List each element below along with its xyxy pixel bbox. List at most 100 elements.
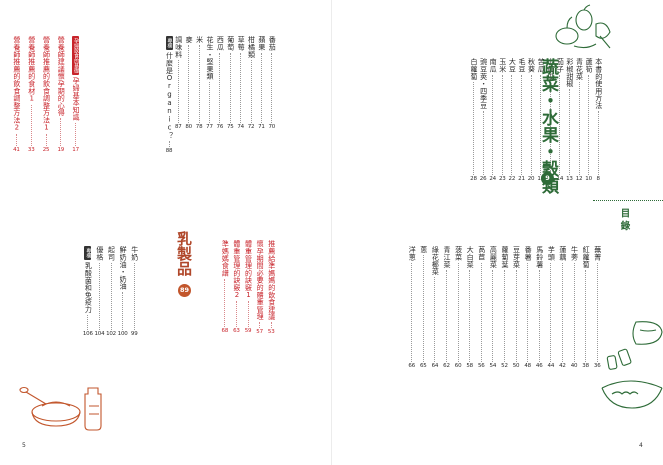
toc-entry-title: 芋頭 bbox=[547, 246, 556, 261]
toc-entry-title: 蕪菁 bbox=[593, 246, 602, 261]
toc-entry-leader bbox=[549, 81, 551, 175]
toc-entry[interactable]: 專欄 什麼是Organic？ 88 bbox=[164, 36, 174, 155]
toc-entry[interactable]: 麥 80 bbox=[183, 36, 193, 131]
toc-entry-page: 41 bbox=[13, 146, 20, 153]
toc-entry[interactable]: 米 78 bbox=[194, 36, 204, 131]
toc-entry[interactable]: 葡萄 75 bbox=[225, 36, 235, 130]
toc-entry-title: 營養師推薦的食材1 bbox=[27, 36, 36, 103]
toc-entry-leader bbox=[198, 45, 200, 124]
toc-entry-title: 起司 bbox=[107, 246, 116, 261]
toc-entry[interactable]: 營養師推薦的飲食調整方法2 41 bbox=[9, 36, 24, 153]
toc-entry[interactable]: 玉米 23 bbox=[497, 58, 507, 182]
toc-entry[interactable]: 青花菜 12 bbox=[574, 58, 584, 182]
toc-entry-page: 80 bbox=[185, 124, 192, 131]
toc-entry-title: 蘋果 bbox=[257, 36, 266, 51]
toc-vegetables-top: 本書的使用方法8蘆筍10青花菜12彩椒甜椒13茄子14小黃瓜16苦瓜18秋葵20… bbox=[469, 58, 603, 183]
toc-entry[interactable]: 馬鈴薯 46 bbox=[533, 246, 545, 369]
toc-entry-page: 64 bbox=[431, 363, 439, 370]
toc-entry-page: 10 bbox=[585, 175, 592, 182]
toc-entry-title: 牛奶 bbox=[130, 246, 139, 261]
toc-entry-title: 本書的使用方法 bbox=[594, 58, 603, 110]
toc-entry-page: 8 bbox=[596, 176, 601, 183]
toc-entry[interactable]: 體重管理的訣竅1 59 bbox=[242, 240, 254, 335]
toc-entry[interactable]: 白蘿蔔 28 bbox=[469, 58, 479, 182]
toc-entry-leader bbox=[30, 104, 32, 146]
toc-entry[interactable]: 調味料 87 bbox=[173, 36, 183, 130]
toc-entry-leader bbox=[260, 52, 262, 123]
toc-entry[interactable]: 營養師建議懷孕期的心得 19 bbox=[53, 36, 68, 154]
toc-entry[interactable]: 準媽媽食譜 68 bbox=[219, 240, 231, 334]
toc-pregnancy-top: 孕婦飲食的基礎 孕婦基本知識 17 營養師建議懷孕期的心得 19 營養師推薦的飲食調整方法… bbox=[9, 36, 83, 154]
toc-entry-page: 42 bbox=[559, 362, 566, 369]
toc-entry[interactable]: 起司 102 bbox=[105, 246, 117, 337]
toc-entry[interactable]: 苦瓜 18 bbox=[536, 58, 546, 182]
toc-entry[interactable]: 芋頭 44 bbox=[545, 246, 557, 369]
toc-entry[interactable]: 蓮藕 42 bbox=[557, 246, 569, 369]
toc-entry[interactable]: 紅蘿蔔 38 bbox=[580, 246, 592, 369]
toc-entry[interactable]: 優格 104 bbox=[94, 246, 106, 337]
toc-entry[interactable]: 高麗菜 54 bbox=[487, 246, 499, 369]
toc-entry[interactable]: 蕪菁 36 bbox=[591, 246, 603, 369]
toc-entry[interactable]: 柑橘類 72 bbox=[246, 36, 256, 130]
toc-entry[interactable]: 南瓜 24 bbox=[488, 58, 498, 182]
toc-entry-title: 蓮藕 bbox=[558, 246, 567, 261]
toc-entry[interactable]: 蘿蔔葉 52 bbox=[499, 246, 511, 369]
toc-entry[interactable]: 推薦給準媽媽的飲食建議 53 bbox=[265, 240, 277, 336]
toc-entry[interactable]: 牛奶 99 bbox=[128, 246, 140, 337]
toc-entry[interactable]: 體重管理的訣竅2 63 bbox=[231, 240, 243, 335]
toc-entry-title: 萵苣 bbox=[477, 246, 486, 261]
toc-entry[interactable]: 菠菜 60 bbox=[452, 246, 464, 369]
toc-entry[interactable]: 鮮奶油・奶油 100 bbox=[117, 246, 129, 337]
toc-entry-tag: 孕婦飲食的基礎 bbox=[72, 36, 80, 75]
toc-entry-leader bbox=[561, 262, 563, 362]
toc-entry[interactable]: 懷孕期間必要的體重管理 57 bbox=[254, 240, 266, 336]
toc-entry-title: 高麗菜 bbox=[489, 246, 498, 268]
toc-entry-page: 66 bbox=[408, 362, 415, 369]
toc-entry-leader bbox=[501, 74, 503, 175]
toc-entry-leader bbox=[511, 74, 513, 175]
toc-entry-title: 番薯 bbox=[524, 246, 533, 261]
toc-entry-title: 豌豆莢・四季豆 bbox=[479, 58, 488, 110]
toc-entry-leader bbox=[597, 111, 599, 176]
toc-entry[interactable]: 綠花椰菜 64 bbox=[429, 246, 441, 370]
toc-entry[interactable]: 青江菜 62 bbox=[441, 246, 453, 369]
toc-entry-leader bbox=[60, 118, 62, 147]
toc-entry[interactable]: 專欄 乳酸菌和免疫力 106 bbox=[82, 246, 94, 338]
toc-entry[interactable]: 萵苣 56 bbox=[475, 246, 487, 369]
toc-entry[interactable]: 西瓜 76 bbox=[215, 36, 225, 130]
toc-entry[interactable]: 孕婦飲食的基礎 孕婦基本知識 17 bbox=[68, 36, 83, 153]
toc-entry-page: 78 bbox=[195, 124, 203, 131]
toc-entry-title: 葡萄 bbox=[226, 36, 235, 51]
toc-entry[interactable]: 蘋果 71 bbox=[256, 36, 266, 130]
toc-entry-title: 麥 bbox=[185, 36, 194, 44]
toc-entry-page: 68 bbox=[221, 327, 229, 334]
toc-entry-page: 24 bbox=[489, 175, 496, 182]
toc-entry[interactable]: 蘆筍 10 bbox=[584, 58, 594, 182]
toc-entry[interactable]: 營養師推薦的食材1 33 bbox=[24, 36, 39, 153]
toc-entry[interactable]: 大豆 22 bbox=[507, 58, 517, 182]
toc-entry[interactable]: 秋葵 20 bbox=[526, 58, 536, 182]
toc-entry[interactable]: 大白菜 58 bbox=[464, 246, 476, 369]
toc-entry-title: 營養師推薦的飲食調整方法2 bbox=[12, 36, 21, 132]
toc-entry[interactable]: 毛豆 21 bbox=[517, 58, 527, 182]
toc-vegetables-bottom: 蕪菁 36 紅蘿蔔 38 牛蒡 40 蓮藕 42 芋頭 44 馬鈴薯 46 番薯 48 豆芽菜 50 蘿蔔葉 52… bbox=[406, 246, 603, 370]
page-number-left: 5 bbox=[22, 442, 26, 449]
toc-entry[interactable]: 本書的使用方法 8 bbox=[593, 58, 603, 183]
toc-entry[interactable]: 營養師推薦的飲食調整方法1 25 bbox=[39, 36, 54, 153]
toc-entry[interactable]: 豌豆莢・四季豆 26 bbox=[478, 58, 488, 183]
toc-entry[interactable]: 洋蔥 66 bbox=[406, 246, 418, 369]
toc-entry-title: 懷孕期間必要的體重管理 bbox=[256, 240, 265, 321]
toc-entry[interactable]: 番薯 48 bbox=[522, 246, 534, 369]
toc-entry[interactable]: 豆芽菜 50 bbox=[510, 246, 522, 369]
toc-entry[interactable]: 蔥 65 bbox=[418, 246, 430, 370]
toc-entry[interactable]: 牛蒡 40 bbox=[568, 246, 580, 369]
toc-entry[interactable]: 茄子 14 bbox=[555, 58, 565, 182]
toc-entry[interactable]: 花生・堅果類 77 bbox=[204, 36, 214, 130]
toc-entry[interactable]: 番茄 70 bbox=[267, 36, 277, 130]
toc-entry[interactable]: 草莓 74 bbox=[235, 36, 245, 130]
toc-entry-page: 20 bbox=[527, 175, 535, 182]
toc-entry[interactable]: 彩椒甜椒 13 bbox=[565, 58, 575, 183]
toc-entry-title: 鮮奶油・奶油 bbox=[119, 246, 128, 290]
toc-entry-title: 洋蔥 bbox=[408, 246, 417, 261]
